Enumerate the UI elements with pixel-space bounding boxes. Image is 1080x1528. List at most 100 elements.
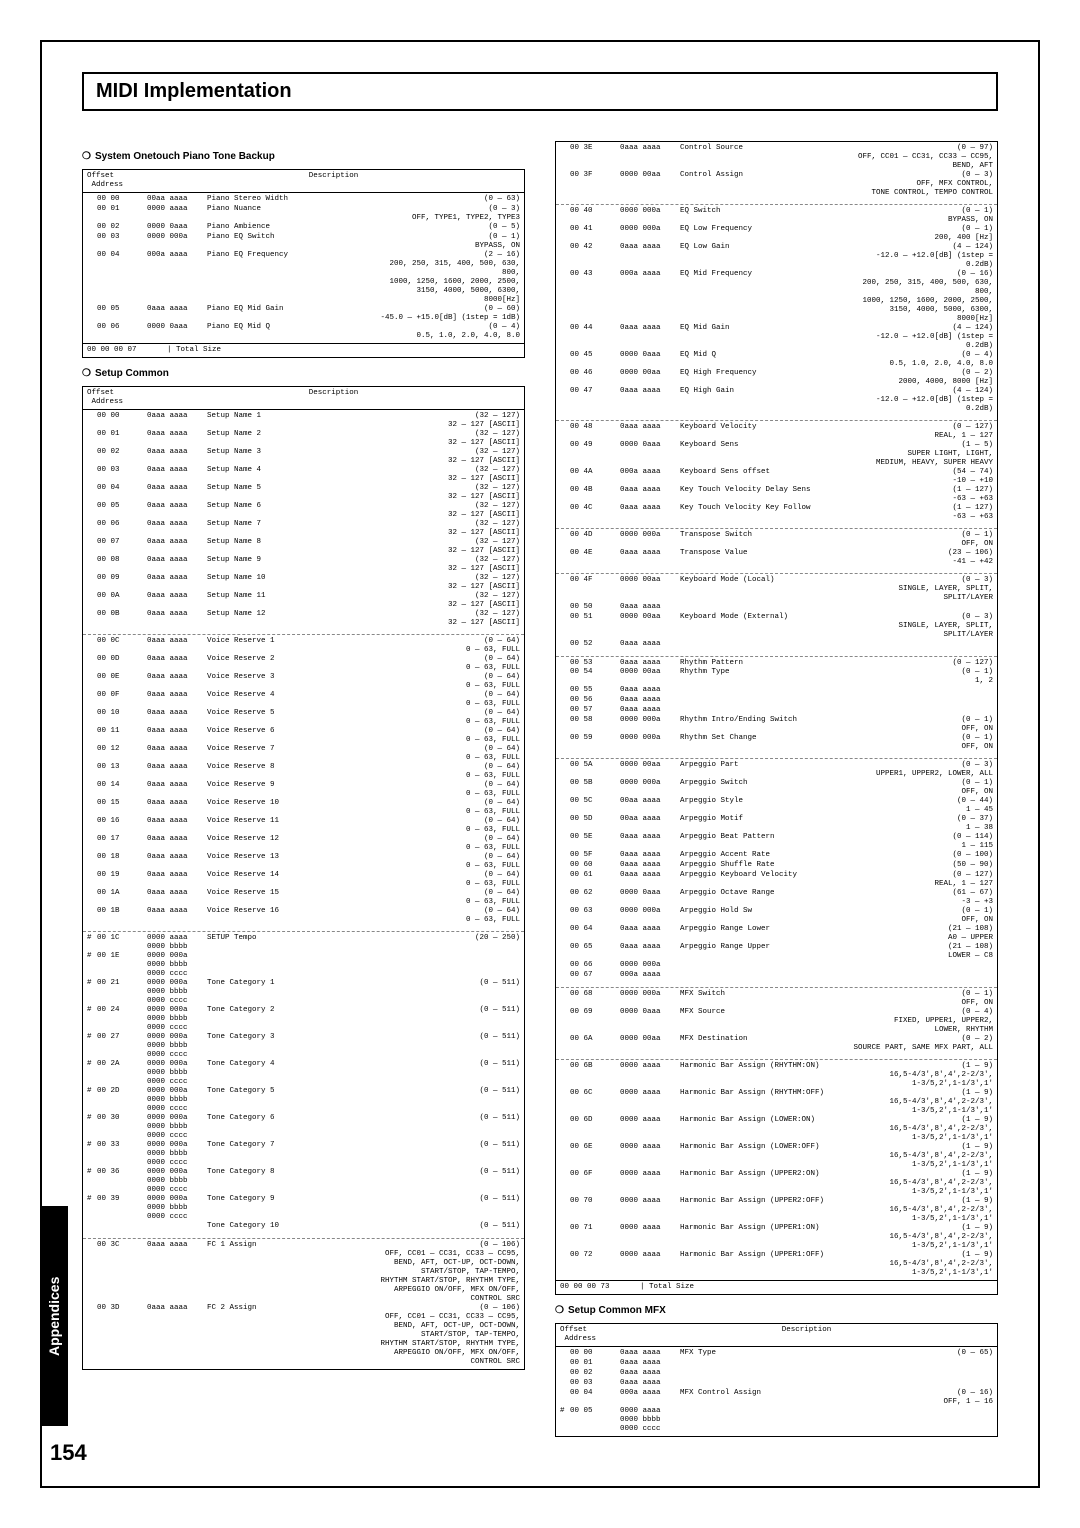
table-row: 00 66 0000 000a — [556, 961, 997, 971]
cell-range: (4 — 124) -12.0 — +12.0[dB] (1step = 0.2… — [853, 324, 993, 351]
cell-range — [853, 696, 993, 706]
table-row: 00 03 0000 000a Piano EQ Switch (0 — 1) … — [83, 233, 524, 251]
hash-marker: # — [87, 1141, 97, 1168]
cell-bytes: 0000 000a 0000 bbbb 0000 cccc — [147, 1060, 207, 1087]
cell-range: (0 — 127) — [853, 659, 993, 668]
cell-bytes: 0aaa aaaa — [147, 1241, 207, 1304]
table-row: 00 72 0000 aaaa Harmonic Bar Assign (UPP… — [556, 1251, 997, 1278]
cell-range: (1 — 9) 16,5-4/3',8',4',2-2/3', 1-3/5,2'… — [853, 1062, 993, 1089]
cell-address: 00 5D — [570, 815, 620, 833]
cell-param: MFX Switch — [680, 990, 853, 1008]
cell-range: (0 — 1) OFF, ON — [853, 779, 993, 797]
cell-range — [853, 971, 993, 981]
cell-param: Arpeggio Accent Rate — [680, 851, 853, 861]
cell-address: 00 19 — [97, 871, 147, 889]
cell-range: (32 — 127) 32 — 127 [ASCII] — [380, 556, 520, 574]
cell-bytes: 0000 000a 0000 bbbb 0000 cccc — [147, 1006, 207, 1033]
cell-address: 00 15 — [97, 799, 147, 817]
cell-param: Control Assign — [680, 171, 853, 198]
table-row: 00 60 0aaa aaaa Arpeggio Shuffle Rate (5… — [556, 861, 997, 871]
hash-marker — [560, 613, 570, 640]
table-row: 00 3F 0000 00aa Control Assign (0 — 3) O… — [556, 171, 997, 198]
cell-address: 00 10 — [97, 709, 147, 727]
hash-marker — [87, 1304, 97, 1367]
hash-marker — [560, 1062, 570, 1089]
cell-range: (0 — 63) — [380, 195, 520, 205]
cell-bytes: 0aaa aaaa — [147, 781, 207, 799]
table-row: 00 47 0aaa aaaa EQ High Gain (4 — 124) -… — [556, 387, 997, 414]
table-row: # 00 24 0000 000a 0000 bbbb 0000 cccc To… — [83, 1006, 524, 1033]
header-description: Description — [147, 172, 520, 190]
hash-marker: # — [87, 1195, 97, 1222]
hash-marker — [560, 851, 570, 861]
cell-range: (32 — 127) 32 — 127 [ASCII] — [380, 610, 520, 628]
cell-bytes: 0000 000a 0000 bbbb 0000 cccc — [147, 1141, 207, 1168]
cell-address: 00 11 — [97, 727, 147, 745]
cell-bytes: 0aaa aaaa — [620, 486, 680, 504]
cell-range — [853, 686, 993, 696]
cell-address: 00 0A — [97, 592, 147, 610]
cell-address: 00 02 — [97, 223, 147, 233]
cell-param: Voice Reserve 6 — [207, 727, 380, 745]
hash-marker — [87, 637, 97, 655]
hash-marker — [560, 549, 570, 567]
cell-range: (0 — 16) 200, 250, 315, 400, 500, 630, 8… — [853, 270, 993, 324]
cell-range: (0 — 64) 0 — 63, FULL — [380, 727, 520, 745]
cell-address: 00 00 — [97, 412, 147, 430]
hash-marker — [560, 1143, 570, 1170]
cell-address: 00 1C — [97, 934, 147, 952]
cell-range: (21 — 108) LOWER — C8 — [853, 943, 993, 961]
cell-address: 00 14 — [97, 781, 147, 799]
cell-range: (0 — 64) 0 — 63, FULL — [380, 637, 520, 655]
cell-address: 00 12 — [97, 745, 147, 763]
cell-param: Setup Name 12 — [207, 610, 380, 628]
hash-marker — [560, 1379, 570, 1389]
cell-range: (1 — 9) 16,5-4/3',8',4',2-2/3', 1-3/5,2'… — [853, 1224, 993, 1251]
cell-param: Harmonic Bar Assign (UPPER1:OFF) — [680, 1251, 853, 1278]
cell-param: FC 2 Assign — [207, 1304, 380, 1367]
table-row: 00 52 0aaa aaaa — [556, 640, 997, 650]
cell-bytes: 00aa aaaa — [620, 797, 680, 815]
cell-range: (0 — 106) OFF, CC01 — CC31, CC33 — CC95,… — [380, 1304, 520, 1367]
table-row: 00 48 0aaa aaaa Keyboard Velocity (0 — 1… — [556, 420, 997, 441]
cell-bytes: 0000 aaaa — [620, 1143, 680, 1170]
cell-param: Keyboard Sens — [680, 441, 853, 468]
cell-bytes: 0000 aaaa — [620, 1116, 680, 1143]
cell-param: EQ Mid Frequency — [680, 270, 853, 324]
cell-range: (0 — 511) — [380, 1006, 520, 1033]
cell-bytes: 0000 000a 0000 bbbb 0000 cccc — [147, 1033, 207, 1060]
cell-range: (0 — 1) OFF, ON — [853, 734, 993, 752]
hash-marker — [560, 603, 570, 613]
hash-marker — [560, 468, 570, 486]
cell-param: Piano EQ Frequency — [207, 251, 380, 305]
cell-address: 00 69 — [570, 1008, 620, 1035]
cell-param: Harmonic Bar Assign (LOWER:OFF) — [680, 1143, 853, 1170]
table-row: 00 54 0000 00aa Rhythm Type (0 — 1) 1, 2 — [556, 668, 997, 686]
cell-address: 00 13 — [97, 763, 147, 781]
hash-marker — [560, 243, 570, 270]
table-row: 00 40 0000 000a EQ Switch (0 — 1) BYPASS… — [556, 204, 997, 225]
hash-marker — [87, 1241, 97, 1304]
cell-range — [853, 1359, 993, 1369]
cell-range: (0 — 511) — [380, 1195, 520, 1222]
cell-address: 00 0D — [97, 655, 147, 673]
page-title: MIDI Implementation — [96, 80, 984, 103]
cell-range: (0 — 64) 0 — 63, FULL — [380, 781, 520, 799]
cell-range: (0 — 511) — [380, 979, 520, 1006]
table-row: 00 57 0aaa aaaa — [556, 706, 997, 716]
cell-range: (0 — 100) — [853, 851, 993, 861]
cell-bytes: 0aaa aaaa — [620, 1359, 680, 1369]
cell-bytes: 0aaa aaaa — [620, 686, 680, 696]
cell-param — [680, 686, 853, 696]
cell-address: 00 02 — [97, 448, 147, 466]
cell-param: Setup Name 2 — [207, 430, 380, 448]
cell-range: (0 — 64) 0 — 63, FULL — [380, 853, 520, 871]
cell-bytes: 0000 000a 0000 bbbb 0000 cccc — [147, 1114, 207, 1141]
table-row: 00 51 0000 00aa Keyboard Mode (External)… — [556, 613, 997, 640]
table-row: 00 53 0aaa aaaa Rhythm Pattern (0 — 127) — [556, 656, 997, 668]
cell-range: (32 — 127) 32 — 127 [ASCII] — [380, 448, 520, 466]
table-row: # 00 27 0000 000a 0000 bbbb 0000 cccc To… — [83, 1033, 524, 1060]
hash-marker — [560, 734, 570, 752]
hash-marker — [87, 673, 97, 691]
hash-marker — [87, 305, 97, 323]
